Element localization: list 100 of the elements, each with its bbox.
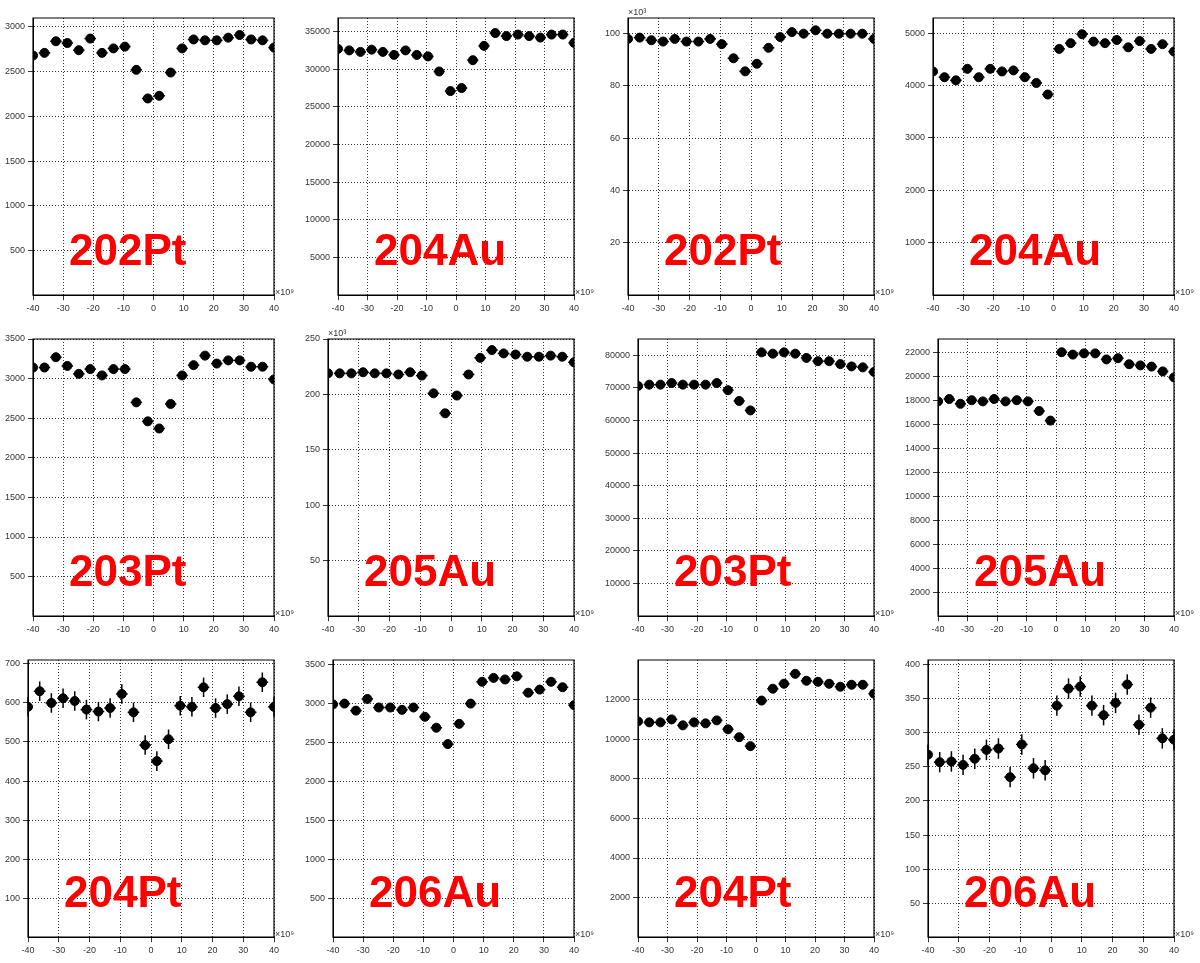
text: 202Pt (69, 225, 187, 275)
x-tick-label: 20 (508, 945, 519, 956)
text: 204Pt (674, 867, 792, 917)
x-axis-title: ×10⁹ (875, 607, 895, 618)
x-tick-label: -30 (661, 945, 675, 956)
y-tick-label: 8000 (910, 514, 931, 525)
x-tick-label: -10 (1020, 624, 1034, 635)
x-tick-label: -10 (113, 945, 127, 956)
y-tick-label: 22000 (905, 346, 931, 357)
y-tick-label: 15000 (305, 176, 331, 187)
y-tick-label: 10000 (905, 490, 931, 501)
x-tick-label: -30 (952, 945, 966, 956)
x-axis-title: ×10⁹ (875, 286, 895, 297)
x-tick-label: 0 (151, 303, 157, 314)
y-tick-label: 500 (309, 892, 326, 903)
x-tick-label: 0 (451, 945, 457, 956)
x-axis-title: ×10⁹ (275, 928, 295, 939)
x-tick-label: 0 (1051, 303, 1057, 314)
y-tick-label: 2500 (4, 66, 26, 77)
x-tick-label: 20 (208, 303, 219, 314)
y-tick-label: 100 (4, 892, 21, 903)
text: 206Au (369, 867, 502, 917)
y-tick-label: 30000 (605, 512, 631, 523)
y-tick-label: 3000 (304, 698, 326, 709)
y-tick-label: 12000 (905, 466, 931, 477)
y-tick-label: 400 (904, 659, 921, 670)
x-axis-title: ×10⁹ (275, 286, 295, 297)
x-tick-label: -20 (86, 624, 100, 635)
y-tick-label: 50 (910, 897, 921, 908)
x-tick-label: -40 (621, 303, 635, 314)
x-tick-label: -20 (386, 945, 400, 956)
x-tick-label: 40 (868, 945, 880, 956)
x-tick-label: -10 (1013, 945, 1027, 956)
y-tick-label: 20 (610, 237, 621, 248)
x-tick-label: -10 (720, 945, 734, 956)
y-tick-label: 6000 (910, 538, 931, 549)
x-tick-label: 30 (839, 624, 850, 635)
y-tick-label: 100 (604, 28, 621, 39)
y-tick-label: 18000 (905, 394, 931, 405)
x-tick-label: 30 (839, 945, 850, 956)
x-axis-title: ×10⁹ (575, 286, 595, 297)
y-tick-label: 8000 (610, 773, 631, 784)
text: 204Pt (64, 867, 182, 917)
y-tick-label: 1500 (304, 814, 326, 825)
x-tick-label: 20 (208, 624, 219, 635)
x-tick-label: 30 (838, 303, 849, 314)
y-tick-label: 3000 (4, 373, 26, 384)
x-tick-label: 40 (268, 303, 280, 314)
x-tick-label: 20 (1107, 945, 1118, 956)
x-tick-label: 20 (810, 624, 821, 635)
y-tick-label: 80 (610, 80, 621, 91)
x-tick-label: 30 (1138, 303, 1149, 314)
x-tick-label: 20 (1108, 303, 1119, 314)
y-tick-label: 1000 (4, 200, 26, 211)
y-tick-label: 3500 (4, 333, 26, 344)
y-tick-label: 1500 (4, 491, 26, 502)
x-tick-label: 0 (1048, 945, 1054, 956)
x-tick-label: -20 (986, 303, 1000, 314)
x-tick-label: -10 (116, 624, 130, 635)
x-tick-label: -30 (961, 624, 975, 635)
text: 203Pt (674, 546, 792, 596)
text: 204Au (969, 225, 1102, 275)
x-tick-label: 30 (1138, 945, 1149, 956)
x-tick-label: -20 (390, 303, 404, 314)
y-tick-label: 500 (4, 736, 21, 747)
x-tick-label: -40 (26, 624, 40, 635)
x-tick-label: 40 (868, 303, 880, 314)
x-tick-label: 40 (868, 624, 880, 635)
x-tick-label: -40 (21, 945, 35, 956)
y-tick-label: 50 (310, 555, 321, 566)
x-tick-label: 20 (810, 945, 821, 956)
x-tick-label: -40 (631, 945, 645, 956)
x-axis-title: ×10⁹ (1175, 928, 1195, 939)
y-tick-label: 2000 (910, 586, 931, 597)
y-tick-label: 100 (904, 863, 921, 874)
y-tick-label: 300 (4, 814, 21, 825)
x-tick-label: 20 (207, 945, 218, 956)
y-tick-label: 100 (304, 499, 321, 510)
x-tick-label: -40 (921, 945, 935, 956)
x-tick-label: -30 (361, 303, 375, 314)
y-tick-label: 150 (904, 829, 921, 840)
x-tick-label: -40 (326, 945, 340, 956)
x-tick-label: -20 (983, 945, 997, 956)
x-tick-label: -10 (420, 303, 434, 314)
x-tick-label: 40 (1168, 303, 1180, 314)
x-tick-label: 30 (538, 624, 549, 635)
x-tick-label: 20 (507, 624, 518, 635)
y-axis-title: ×10³ (328, 327, 347, 338)
x-tick-label: -20 (990, 624, 1004, 635)
y-tick-label: 250 (304, 333, 321, 344)
x-tick-label: -30 (356, 945, 370, 956)
x-tick-label: -20 (383, 624, 397, 635)
x-tick-label: -10 (1016, 303, 1030, 314)
x-tick-label: 30 (1139, 624, 1150, 635)
y-tick-label: 200 (904, 795, 921, 806)
y-axis-title: ×10³ (628, 6, 647, 17)
y-tick-label: 4000 (904, 80, 926, 91)
y-tick-label: 10000 (305, 214, 331, 225)
x-tick-label: 0 (453, 303, 459, 314)
y-tick-label: 1000 (4, 531, 26, 542)
